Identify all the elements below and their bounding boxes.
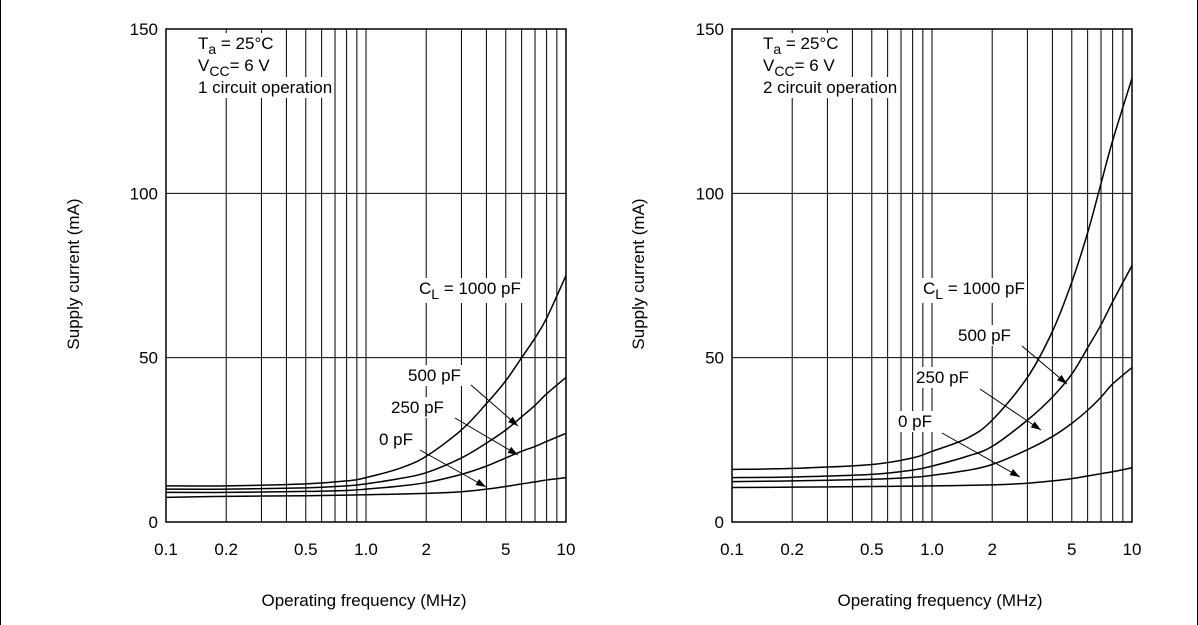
panel-2-annotation-line: Ta = 25°C	[763, 34, 839, 57]
panel-1-y-tick-label: 0	[149, 513, 158, 532]
panel-2-leader-line	[941, 432, 1021, 478]
panel-2-series-label-bg	[921, 278, 1027, 303]
panel-1-annotation-line: Ta = 25°C	[198, 34, 274, 57]
panel-1-leader-line	[419, 449, 487, 488]
panel-1-leader-arrowhead	[508, 416, 518, 426]
panel-1-annotation-bg	[196, 77, 335, 98]
panel-1-annotation-line: VCC= 6 V	[198, 56, 270, 79]
panel-1-leader-arrowhead	[475, 479, 486, 487]
panel-1-series-line	[165, 432, 567, 494]
panel-1-series-label: 500 pF	[408, 366, 461, 385]
panel-1-series-label-bg	[377, 429, 416, 450]
panel-2-x-tick-label: 10	[1123, 540, 1142, 559]
panel-2-x-tick-label: 0.2	[780, 540, 804, 559]
panel-2-leader-arrowhead	[1009, 469, 1020, 477]
panel-1-series-label-bg	[389, 397, 446, 418]
panel-1-x-tick-label: 5	[501, 540, 510, 559]
panel-2-annotation-bg	[761, 77, 900, 98]
panel-1-leader-line	[454, 417, 519, 456]
panel-2-series-line	[731, 467, 1133, 489]
panel-2-plot-frame	[731, 28, 1133, 523]
panel-1-series-label: 0 pF	[379, 430, 413, 449]
panel-1-x-tick-label: 10	[557, 540, 576, 559]
panel-2-leader-arrowhead	[1057, 374, 1067, 384]
panel-2-annotation-bg	[761, 33, 841, 58]
panel-2-y-tick-label: 0	[715, 513, 724, 532]
panel-2-annotation-line: 2 circuit operation	[763, 78, 897, 97]
panel-2-x-tick-label: 0.5	[860, 540, 884, 559]
panel-2-series-label: 0 pF	[898, 412, 932, 431]
panel-1-annotation-line: 1 circuit operation	[198, 78, 332, 97]
panel-1-leader-line	[470, 384, 519, 427]
panel-1-x-tick-label: 0.1	[154, 540, 178, 559]
panel-2-series-label: CL = 1000 pF	[923, 279, 1025, 302]
panel-2-y-tick-label: 150	[696, 20, 724, 39]
panel-2-leader-arrowhead	[1030, 421, 1041, 430]
panel-1-x-axis-label: Operating frequency (MHz)	[261, 591, 466, 610]
panel-2-x-tick-label: 5	[1067, 540, 1076, 559]
panel-1-annotation-bg	[196, 55, 273, 80]
panel-2-x-tick-label: 0.1	[720, 540, 744, 559]
panel-2-annotation-bg	[761, 55, 838, 80]
panel-2-series-line	[731, 78, 1133, 471]
panel-1-y-axis-label: Supply current (mA)	[64, 198, 83, 349]
panel-2-annotation-line: VCC= 6 V	[763, 56, 835, 79]
panel-1-series-label-bg	[406, 365, 463, 386]
panel-2-x-tick-label: 2	[987, 540, 996, 559]
panel-1-series-label: CL = 1000 pF	[419, 279, 521, 302]
panel-2-x-axis-label: Operating frequency (MHz)	[837, 591, 1042, 610]
panel-1-y-tick-label: 100	[130, 184, 158, 203]
panel-1-series-label-bg	[417, 278, 523, 303]
panel-2-y-axis-label: Supply current (mA)	[629, 198, 648, 349]
panel-2-leader-line	[979, 388, 1042, 431]
panel-1-x-tick-label: 0.5	[294, 540, 318, 559]
panel-1-x-tick-label: 0.2	[214, 540, 238, 559]
panel-2-series-line	[731, 366, 1133, 483]
panel-2-series-line	[731, 265, 1133, 479]
panel-2-x-tick-label: 1.0	[920, 540, 944, 559]
panel-1-series-line	[165, 275, 567, 487]
panel-1-y-tick-label: 50	[139, 349, 158, 368]
panel-1-leader-arrowhead	[507, 446, 518, 455]
panel-1-annotation-bg	[196, 33, 276, 58]
panel-2-y-tick-label: 50	[705, 349, 724, 368]
panel-2-y-tick-label: 100	[696, 184, 724, 203]
panel-1-y-tick-label: 150	[130, 20, 158, 39]
panel-2-series-label: 500 pF	[958, 326, 1011, 345]
panel-1-x-tick-label: 1.0	[354, 540, 378, 559]
panel-1-x-tick-label: 2	[421, 540, 430, 559]
panel-2-series-label-bg	[914, 367, 971, 388]
panel-2-series-label-bg	[956, 325, 1013, 346]
panel-1-series-label: 250 pF	[391, 398, 444, 417]
panel-1-series-line	[165, 376, 567, 490]
panel-1-series-line	[165, 476, 567, 499]
panel-2-series-label-bg	[896, 411, 935, 432]
panel-2-series-label: 250 pF	[916, 368, 969, 387]
